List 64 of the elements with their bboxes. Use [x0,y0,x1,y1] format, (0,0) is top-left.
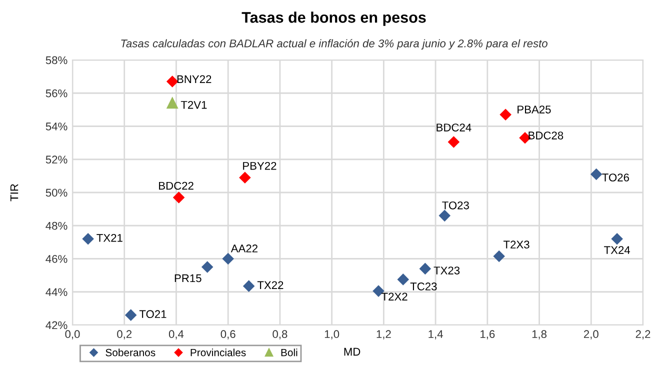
x-tick-label: 0,6 [220,330,236,340]
legend-label: Soberanos [106,348,156,356]
annotation: BDC24 [436,124,472,132]
y-tick-label: 44% [46,288,68,296]
annotation: BDC28 [528,132,564,140]
point [420,263,431,274]
point [611,233,623,244]
y-axis-title: TIR [10,184,18,202]
x-tick-label: 1,2 [376,330,391,340]
y-tick-label: 56% [46,89,68,98]
point [202,261,213,273]
x-tick-label: 1,8 [532,330,547,340]
x-tick-label: 0,8 [272,330,288,340]
point [448,136,460,148]
annotation: TX24 [604,246,630,254]
annotation: TX23 [434,266,460,274]
annotation: BDC22 [159,182,194,190]
point [590,168,602,180]
y-tick-label: 54% [46,122,68,130]
point [493,250,505,262]
point [239,172,251,184]
point [222,253,234,264]
point [166,76,178,88]
legend-label: Provinciales [190,348,246,356]
x-tick-label: 1,0 [324,330,340,340]
x-tick-label: 2,2 [636,330,650,340]
annotation: TO23 [442,201,469,210]
point [82,233,94,244]
x-tick-label: 0,4 [168,330,184,340]
y-tick-label: 48% [46,222,68,230]
x-tick-label: 1,6 [480,330,495,340]
x-tick-label: 2,0 [584,330,598,340]
point [439,210,450,222]
annotation: TC23 [410,282,437,290]
annotation: AA22 [230,244,258,252]
annotation: PR15 [174,274,202,282]
y-tick-label: 50% [46,188,68,197]
annotation: TO26 [602,174,629,182]
point [173,192,184,204]
annotation: PBA25 [518,106,551,114]
x-tick-label: 0,2 [117,330,132,340]
x-axis-title: MD [344,348,360,356]
point [166,98,178,109]
y-tick-label: 42% [46,321,68,330]
point [398,274,409,286]
legend-label: Boli [281,348,298,356]
annotation: TX22 [257,281,284,289]
annotation: BNY22 [177,75,212,84]
annotation: PBY22 [243,162,276,170]
annotation: T2X3 [503,240,530,249]
chart-subtitle: Tasas calculadas con BADLAR actual e inflación de 3% para junio y 2.8% para el resto [121,39,548,50]
x-tick-label: 0,0 [65,330,80,340]
point [243,280,254,292]
annotation: T2V1 [180,100,207,109]
annotation: T2X2 [382,292,408,300]
y-tick-label: 58% [46,56,68,64]
point [125,309,136,321]
x-tick-label: 1,4 [428,330,443,340]
y-tick-label: 52% [46,156,68,164]
y-tick-label: 46% [46,255,68,263]
annotation: TX21 [96,234,122,242]
point [500,109,512,120]
annotation: TO21 [139,310,166,318]
chart-title: Tasas de bonos en pesos [242,12,426,26]
